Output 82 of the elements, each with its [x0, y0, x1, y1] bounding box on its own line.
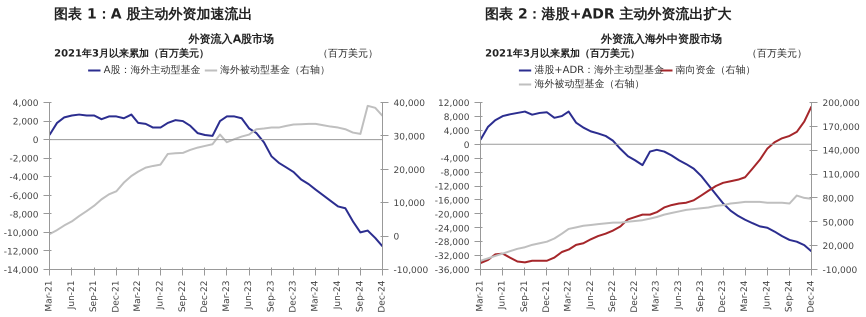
- x-tick-label: Dec-24: [378, 280, 388, 313]
- y-tick-label: -32,000: [434, 252, 470, 262]
- y-tick-label: -8,000: [9, 210, 39, 220]
- x-tick-label: Dec-22: [200, 280, 210, 313]
- x-tick-label: Jun-22: [586, 280, 596, 310]
- y-tick-label: -24,000: [434, 224, 470, 234]
- chart-title: 图表 2：港股+ADR 主动外资流出扩大: [485, 6, 733, 22]
- x-tick-label: Sep-24: [355, 280, 366, 312]
- x-tick-label: Jun-21: [66, 280, 77, 310]
- y-tick-label: -4,000: [440, 154, 470, 165]
- x-tick-label: Dec-21: [111, 280, 122, 313]
- y2-tick-label: 0: [394, 232, 400, 243]
- y-tick-label: -12,000: [434, 182, 470, 192]
- x-tick-label: Dec-24: [806, 280, 816, 313]
- legend-label: 海外被动型基金（右轴）: [534, 78, 644, 90]
- y2-tick-label: 20,000: [822, 242, 854, 252]
- y-tick-label: 4,000: [12, 99, 39, 109]
- y-tick-label: -12,000: [4, 247, 39, 258]
- y-tick-label: -16,000: [434, 196, 470, 206]
- x-tick-label: Sep-24: [784, 280, 795, 312]
- y2-tick-label: 10,000: [394, 199, 426, 210]
- y2-tick-label: 200,000: [822, 99, 860, 109]
- x-tick-label: Jun-22: [156, 280, 166, 310]
- x-tick-label: Jun-23: [244, 280, 254, 310]
- chart-subtitle: 外资流入A股市场: [188, 32, 274, 46]
- y2-tick-label: 40,000: [394, 99, 426, 109]
- x-tick-label: Mar-23: [222, 280, 232, 312]
- x-tick-label: Sep-22: [178, 280, 188, 312]
- y2-tick-label: 20,000: [394, 166, 426, 176]
- y-tick-label: -28,000: [434, 238, 470, 248]
- x-tick-label: Mar-22: [133, 280, 144, 312]
- y-tick-label: -36,000: [434, 266, 470, 276]
- y2-tick-label: 50,000: [822, 218, 854, 228]
- chart-subtitle: 外资流入海外中资股市场: [600, 32, 722, 46]
- y-tick-label: -14,000: [4, 266, 39, 276]
- legend-label: 南向资金（右轴）: [676, 64, 756, 76]
- y-tick-label: 4,000: [444, 126, 470, 137]
- x-tick-label: Mar-24: [310, 280, 321, 312]
- x-tick-label: Dec-23: [288, 280, 299, 313]
- legend-label: A股：海外主动型基金: [104, 64, 200, 76]
- legend-label: 海外被动型基金（右轴）: [220, 64, 330, 76]
- x-tick-label: Dec-21: [542, 280, 552, 313]
- y2-tick-label: 30,000: [394, 132, 426, 142]
- y2-axis-title: （百万美元）: [318, 48, 378, 60]
- x-tick-label: Dec-22: [630, 280, 640, 313]
- y2-axis-title: （百万美元）: [746, 48, 807, 60]
- y-tick-label: 12,000: [438, 99, 470, 109]
- y-tick-label: 8,000: [444, 112, 470, 123]
- y2-tick-label: -10,000: [394, 266, 429, 276]
- x-tick-label: Sep-23: [696, 280, 706, 312]
- x-tick-label: Mar-22: [564, 280, 574, 312]
- y2-tick-label: 140,000: [822, 146, 860, 157]
- y-tick-label: 0: [32, 136, 39, 146]
- x-tick-label: Mar-24: [740, 280, 750, 312]
- y-axis-title: 2021年3月以来累加（百万美元）: [54, 48, 209, 60]
- x-tick-label: Sep-23: [266, 280, 276, 312]
- x-tick-label: Sep-22: [608, 280, 618, 312]
- y-tick-label: -20,000: [434, 210, 470, 220]
- y-tick-label: -4,000: [9, 173, 39, 184]
- legend-label: 港股+ADR：海外主动型基金: [534, 64, 664, 76]
- x-tick-label: Sep-21: [89, 280, 100, 312]
- x-tick-label: Sep-21: [520, 280, 530, 312]
- x-tick-label: Jun-24: [762, 280, 772, 310]
- x-tick-label: Jun-23: [674, 280, 684, 310]
- chart-title: 图表 1：A 股主动外资加速流出: [54, 6, 252, 22]
- y-tick-label: -6,000: [9, 192, 39, 202]
- y-tick-label: 2,000: [12, 118, 39, 128]
- x-tick-label: Dec-23: [718, 280, 728, 313]
- x-tick-label: Jun-24: [333, 280, 344, 310]
- y2-tick-label: 170,000: [822, 122, 860, 133]
- y-tick-label: 0: [464, 140, 470, 151]
- y-tick-label: -2,000: [9, 154, 39, 165]
- y2-tick-label: -10,000: [822, 266, 858, 276]
- y-tick-label: -8,000: [440, 168, 470, 179]
- x-tick-label: Mar-23: [652, 280, 662, 312]
- x-tick-label: Jun-21: [498, 280, 508, 310]
- y-axis-title: 2021年3月以来累加（百万美元）: [485, 48, 640, 60]
- y2-tick-label: 110,000: [822, 170, 860, 181]
- x-tick-label: Mar-21: [44, 280, 54, 312]
- x-tick-label: Mar-21: [476, 280, 486, 312]
- y2-tick-label: 80,000: [822, 194, 854, 204]
- y-tick-label: -10,000: [4, 228, 39, 239]
